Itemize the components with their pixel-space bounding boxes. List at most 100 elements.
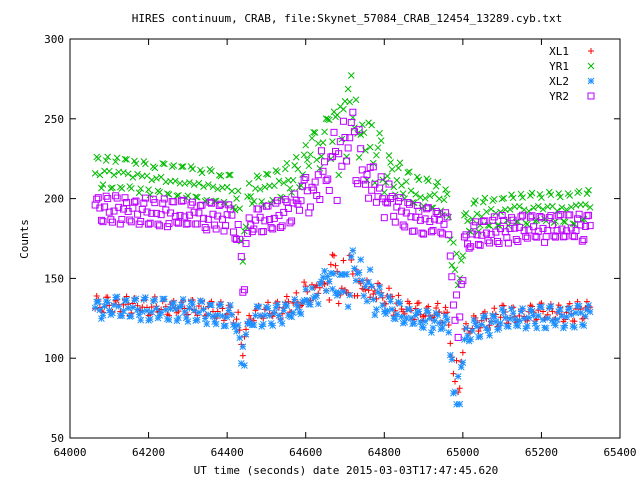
data-point (319, 167, 327, 175)
data-point (321, 158, 329, 166)
data-point (409, 227, 417, 235)
data-point (113, 293, 121, 301)
data-point (478, 231, 486, 239)
data-point (583, 306, 591, 314)
data-point (339, 117, 347, 125)
data-point (234, 321, 242, 329)
data-point (539, 224, 547, 232)
data-point (561, 218, 569, 226)
data-point (244, 229, 252, 237)
data-point (401, 318, 409, 326)
data-point (112, 158, 119, 166)
data-point (156, 312, 163, 319)
data-point (207, 199, 215, 207)
data-point (277, 224, 285, 232)
data-point (538, 194, 545, 202)
data-point (552, 233, 560, 241)
data-point (503, 234, 511, 242)
data-point (490, 195, 498, 203)
data-point (160, 295, 168, 303)
data-point (120, 307, 127, 315)
data-point (459, 252, 467, 260)
data-point (556, 305, 564, 313)
data-point (204, 181, 212, 188)
data-point (577, 309, 585, 317)
data-point (451, 266, 459, 274)
data-point (437, 228, 445, 236)
data-point (454, 373, 462, 380)
data-point (544, 226, 552, 234)
data-point (206, 198, 214, 206)
data-point (168, 198, 176, 206)
data-point (440, 220, 448, 228)
data-point (182, 220, 190, 228)
data-point (355, 269, 363, 276)
data-point (449, 301, 457, 309)
data-point (110, 301, 118, 309)
data-point (261, 217, 269, 225)
data-point (105, 167, 113, 175)
data-point (134, 210, 142, 218)
data-point (261, 311, 269, 319)
data-point (308, 284, 316, 292)
data-point (313, 156, 321, 164)
data-point (178, 163, 185, 171)
data-point (462, 210, 470, 217)
data-point (263, 170, 270, 178)
data-point (567, 311, 575, 319)
data-point (151, 164, 159, 172)
data-point (495, 324, 503, 332)
data-point (107, 184, 115, 192)
data-point (333, 292, 341, 299)
data-point (363, 170, 371, 178)
data-point (104, 153, 112, 161)
data-point (387, 297, 394, 305)
data-point (160, 160, 168, 168)
data-point (421, 194, 429, 202)
data-point (412, 312, 420, 319)
data-point (242, 330, 250, 338)
data-point (193, 316, 201, 324)
data-point (533, 324, 541, 332)
data-point (384, 307, 391, 315)
data-point (148, 209, 156, 217)
data-point (156, 188, 163, 196)
data-point (234, 187, 242, 195)
data-point (327, 269, 335, 277)
data-point (472, 320, 479, 327)
data-point (519, 194, 526, 201)
data-point (98, 315, 105, 322)
data-point (283, 198, 291, 206)
data-point (555, 308, 563, 315)
data-point (93, 195, 101, 203)
data-point (451, 388, 459, 396)
data-point (201, 315, 209, 322)
data-point (338, 271, 346, 278)
data-point (130, 198, 138, 206)
data-point (292, 300, 300, 308)
legend-marker-xl2 (587, 77, 595, 85)
data-point (512, 321, 520, 329)
data-point (586, 204, 594, 211)
data-point (424, 204, 432, 212)
data-point (307, 301, 314, 308)
data-point (241, 362, 248, 369)
data-point (104, 195, 112, 203)
data-point (424, 177, 432, 185)
data-point (473, 231, 481, 239)
data-point (127, 185, 135, 192)
data-point (549, 316, 556, 324)
data-point (159, 199, 167, 207)
data-point (195, 209, 203, 217)
data-point (91, 169, 99, 177)
data-point (396, 300, 404, 308)
data-point (447, 340, 454, 347)
data-point (288, 217, 296, 225)
data-point (148, 303, 155, 310)
data-point (399, 190, 407, 197)
data-point (310, 128, 317, 136)
legend-label-xl1: XL1 (549, 45, 569, 58)
data-point (406, 300, 413, 307)
data-point (519, 211, 527, 219)
